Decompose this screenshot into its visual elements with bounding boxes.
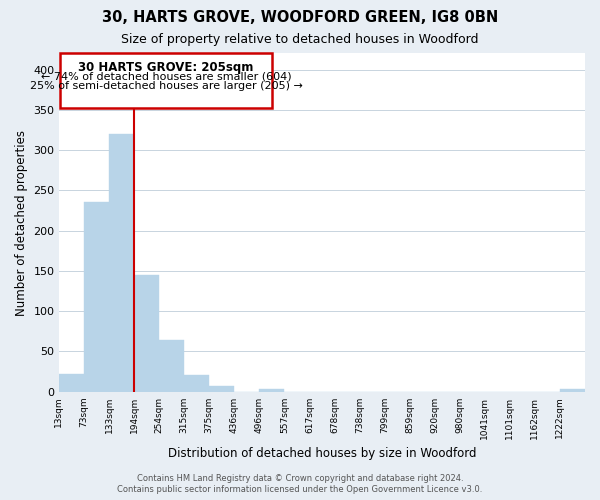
Bar [560, 390, 585, 392]
Bar [259, 390, 284, 392]
Bar [159, 340, 184, 392]
Text: 30, HARTS GROVE, WOODFORD GREEN, IG8 0BN: 30, HARTS GROVE, WOODFORD GREEN, IG8 0BN [102, 10, 498, 25]
Text: 25% of semi-detached houses are larger (205) →: 25% of semi-detached houses are larger (… [29, 81, 302, 91]
X-axis label: Distribution of detached houses by size in Woodford: Distribution of detached houses by size … [167, 447, 476, 460]
Text: Size of property relative to detached houses in Woodford: Size of property relative to detached ho… [121, 32, 479, 46]
Text: Contains HM Land Registry data © Crown copyright and database right 2024.
Contai: Contains HM Land Registry data © Crown c… [118, 474, 482, 494]
Y-axis label: Number of detached properties: Number of detached properties [15, 130, 28, 316]
Bar [109, 134, 134, 392]
Bar [84, 202, 109, 392]
Bar [184, 375, 209, 392]
Text: ← 74% of detached houses are smaller (604): ← 74% of detached houses are smaller (60… [41, 71, 291, 81]
FancyBboxPatch shape [60, 52, 272, 108]
Text: 30 HARTS GROVE: 205sqm: 30 HARTS GROVE: 205sqm [78, 62, 254, 74]
Bar [59, 374, 84, 392]
Bar [134, 275, 159, 392]
Bar [209, 386, 234, 392]
